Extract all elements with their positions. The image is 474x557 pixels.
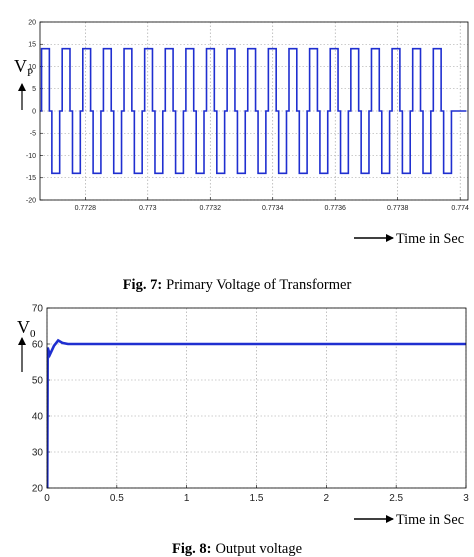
x-tick-label: 3 <box>463 493 469 504</box>
y-tick-label: 10 <box>28 64 36 71</box>
x-tick-label: 0.773 <box>139 205 157 212</box>
y-tick-label: 5 <box>32 86 36 93</box>
x-tick-label: 0.7732 <box>200 205 222 212</box>
x-tick-label: 2.5 <box>389 493 403 504</box>
y-tick-label: -10 <box>26 153 36 160</box>
x-tick-label: 0 <box>44 493 50 504</box>
caption-label: Fig. 8: <box>172 541 211 557</box>
y-tick-label: -15 <box>26 175 36 182</box>
x-axis-label: Time in Sec <box>396 512 464 528</box>
figure-8: V0 Time in Sec Fig. 8: Output voltage 203… <box>17 304 469 557</box>
caption-label: Fig. 7: <box>123 277 162 293</box>
y-tick-label: -5 <box>30 131 36 138</box>
y-axis-label: VP <box>14 56 33 79</box>
x-tick-label: 0.7736 <box>325 205 347 212</box>
y-axis-label: V0 <box>17 317 36 340</box>
x-tick-label: 0.7738 <box>387 205 409 212</box>
x-tick-label: 2 <box>324 493 330 504</box>
y-label-subscript: 0 <box>30 328 36 340</box>
data-line <box>47 338 466 488</box>
caption: Fig. 8: Output voltage <box>172 541 302 557</box>
x-tick-label: 1 <box>184 493 190 504</box>
data-line <box>40 47 467 175</box>
y-tick-label: 20 <box>28 19 36 26</box>
figure-7: VP Time in Sec Fig. 7: Primary Voltage of… <box>14 19 469 293</box>
y-tick-label: 0 <box>32 108 36 115</box>
x-tick-label: 0.5 <box>110 493 124 504</box>
y-tick-label: 70 <box>32 304 44 315</box>
x-axis-label: Time in Sec <box>396 231 464 247</box>
y-label-subscript: P <box>27 67 33 79</box>
y-tick-label: 40 <box>32 412 44 423</box>
y-tick-label: 50 <box>32 376 44 387</box>
x-tick-label: 0.7728 <box>75 205 97 212</box>
x-tick-label: 0.774 <box>451 205 469 212</box>
y-tick-label: 15 <box>28 42 36 49</box>
plot-area <box>47 308 466 488</box>
y-tick-label: 60 <box>32 340 44 351</box>
y-label-main: V <box>14 56 27 76</box>
caption: Fig. 7: Primary Voltage of Transformer <box>123 277 352 293</box>
caption-text: Output voltage <box>215 541 302 557</box>
x-tick-label: 1.5 <box>250 493 264 504</box>
y-tick-label: 20 <box>32 484 44 495</box>
x-tick-label: 0.7734 <box>262 205 284 212</box>
y-tick-label: -20 <box>26 197 36 204</box>
caption-text: Primary Voltage of Transformer <box>166 277 351 293</box>
y-tick-label: 30 <box>32 448 44 459</box>
plot-frame <box>39 21 469 201</box>
y-label-main: V <box>17 317 30 337</box>
plot-frame <box>46 307 467 489</box>
